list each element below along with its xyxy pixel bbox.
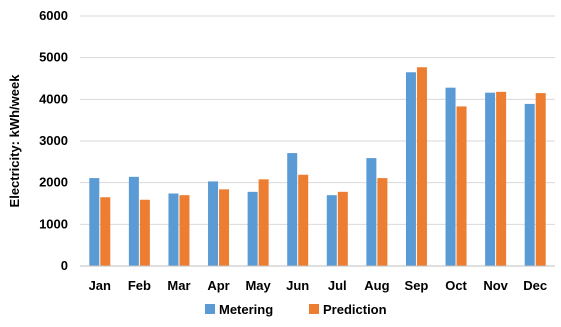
bar-prediction-sep [416, 67, 427, 266]
bar-metering-nov [485, 92, 496, 267]
bar-prediction-jul [337, 191, 348, 266]
bar-metering-sep [405, 72, 416, 266]
bar-prediction-feb [139, 199, 150, 266]
bar-metering-oct [445, 87, 456, 267]
x-tick-label: May [245, 278, 271, 293]
bars [89, 67, 546, 267]
x-tick-label: Jun [286, 278, 309, 293]
bar-prediction-apr [219, 189, 230, 266]
x-tick-label: Apr [207, 278, 229, 293]
y-tick-label: 6000 [39, 8, 68, 23]
y-tick-label: 5000 [39, 50, 68, 65]
gridlines [80, 15, 555, 225]
bar-metering-apr [208, 181, 219, 266]
y-tick-label: 1000 [39, 216, 68, 231]
bar-prediction-aug [377, 178, 388, 266]
legend-swatch-metering [205, 304, 215, 314]
bar-prediction-jan [100, 197, 111, 266]
legend: Metering Prediction [205, 302, 387, 317]
x-tick-label: Mar [167, 278, 190, 293]
y-tick-label: 3000 [39, 133, 68, 148]
bar-metering-jan [89, 178, 100, 266]
x-tick-label: Jul [328, 278, 347, 293]
bar-prediction-mar [179, 195, 190, 266]
y-tick-label: 4000 [39, 91, 68, 106]
x-tick-label: Dec [523, 278, 547, 293]
axes: 0 1000 2000 3000 4000 5000 6000 Jan Feb Mar Apr May… [39, 8, 555, 293]
y-tick-label: 0 [61, 258, 68, 273]
bar-prediction-dec [535, 93, 546, 266]
y-tick-label: 2000 [39, 175, 68, 190]
legend-label-metering: Metering [219, 302, 273, 317]
x-tick-label: Nov [483, 278, 508, 293]
legend-label-prediction: Prediction [323, 302, 387, 317]
x-tick-label: Sep [405, 278, 429, 293]
bar-prediction-oct [456, 106, 467, 267]
bar-metering-jul [326, 195, 337, 266]
bar-prediction-may [258, 179, 269, 266]
bar-metering-aug [366, 158, 377, 266]
x-tick-label: Oct [445, 278, 467, 293]
x-tick-label: Aug [364, 278, 389, 293]
x-tick-label: Jan [89, 278, 111, 293]
bar-metering-feb [128, 176, 139, 266]
bar-prediction-jun [298, 174, 309, 266]
y-axis-title: Electricity: kWh/week [7, 74, 22, 208]
bar-metering-dec [524, 103, 535, 267]
x-tick-label: Feb [128, 278, 151, 293]
bar-metering-may [247, 191, 258, 266]
bar-metering-mar [168, 193, 179, 266]
bar-prediction-nov [496, 91, 507, 266]
legend-swatch-prediction [309, 304, 319, 314]
bar-metering-jun [287, 153, 298, 266]
